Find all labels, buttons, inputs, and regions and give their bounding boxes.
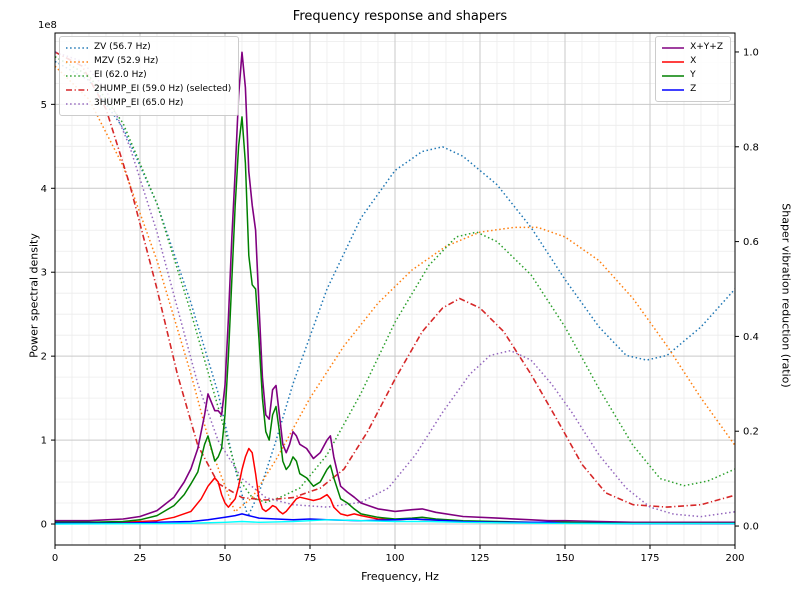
right-axis-label: Shaper vibration reduction (ratio) bbox=[779, 203, 793, 388]
x-tick-label: 75 bbox=[304, 553, 317, 564]
chart-title: Frequency response and shapers bbox=[292, 9, 508, 24]
legend-line-sample bbox=[66, 102, 88, 105]
series-zv-56-7-hz- bbox=[54, 60, 736, 518]
legend-line-sample bbox=[66, 75, 88, 77]
x-tick-label: 50 bbox=[219, 553, 232, 564]
y-right-tick-label: 0.4 bbox=[743, 332, 759, 343]
x-tick-label: 0 bbox=[52, 553, 58, 564]
legend-entry-label: X bbox=[690, 55, 697, 66]
left-axis-offset-label: 1e8 bbox=[38, 20, 57, 31]
left-axis-label: Power spectral density bbox=[27, 233, 41, 358]
x-tick-label: 200 bbox=[725, 553, 744, 564]
legend-line-sample bbox=[66, 47, 88, 49]
legend-entry: X bbox=[661, 55, 723, 69]
legend-entry: ZV (56.7 Hz) bbox=[65, 41, 231, 55]
y-left-tick-label: 4 bbox=[41, 184, 47, 195]
legend-entry-label: EI (62.0 Hz) bbox=[94, 69, 147, 80]
x-tick-label: 150 bbox=[555, 553, 574, 564]
legend-entry: 2HUMP_EI (59.0 Hz) (selected) bbox=[65, 83, 231, 97]
series-x+y+z bbox=[55, 51, 735, 524]
legend-entry-label: X+Y+Z bbox=[690, 42, 723, 52]
legend-entry: Z bbox=[661, 83, 723, 97]
legend-line-sample bbox=[662, 47, 685, 49]
y-right-tick-label: 0.2 bbox=[743, 427, 759, 438]
x-tick-label: 175 bbox=[640, 553, 659, 564]
legend-entry: MZV (52.9 Hz) bbox=[65, 55, 231, 69]
legend-line-sample bbox=[662, 61, 685, 63]
y-right-tick-label: 0.0 bbox=[743, 522, 759, 533]
series-y bbox=[55, 116, 735, 524]
legend-axes: X+Y+Z X Y Z bbox=[655, 36, 731, 102]
legend-entry: EI (62.0 Hz) bbox=[65, 69, 231, 83]
legend-line-sample bbox=[66, 88, 88, 91]
y-right-tick-label: 0.6 bbox=[743, 237, 759, 248]
legend-entry-label: ZV (56.7 Hz) bbox=[94, 42, 151, 52]
legend-line-sample bbox=[662, 75, 685, 77]
y-left-tick-label: 5 bbox=[41, 100, 47, 111]
legend-entry-label: Y bbox=[690, 69, 696, 80]
legend-line-sample bbox=[66, 61, 88, 63]
y-left-tick-label: 3 bbox=[41, 268, 47, 279]
legend-entry-label: Z bbox=[690, 83, 697, 94]
legend-line-sample bbox=[662, 88, 685, 91]
series-after-shaper bbox=[54, 519, 735, 525]
y-right-tick-label: 0.8 bbox=[743, 142, 759, 153]
x-tick-label: 100 bbox=[385, 553, 404, 564]
legend-entry-label: 3HUMP_EI (65.0 Hz) bbox=[94, 97, 184, 108]
y-right-tick-label: 1.0 bbox=[743, 47, 759, 58]
x-axis-label: Frequency, Hz bbox=[361, 570, 439, 583]
legend-entry: 3HUMP_EI (65.0 Hz) bbox=[65, 97, 231, 111]
x-tick-label: 25 bbox=[134, 553, 147, 564]
legend-entry-label: 2HUMP_EI (59.0 Hz) (selected) bbox=[94, 83, 232, 94]
legend-entry: Y bbox=[661, 69, 723, 83]
legend-entry: X+Y+Z bbox=[661, 41, 723, 55]
y-left-tick-label: 2 bbox=[41, 352, 47, 363]
x-tick-label: 125 bbox=[470, 553, 489, 564]
y-left-tick-label: 1 bbox=[41, 436, 47, 447]
legend-entry-label: MZV (52.9 Hz) bbox=[94, 55, 159, 66]
y-left-tick-label: 0 bbox=[41, 520, 47, 531]
series-2hump-ei-59-0-hz-selected- bbox=[54, 51, 736, 508]
legend-shapers: ZV (56.7 Hz) MZV (52.9 Hz) EI (62.0 Hz) 2HU… bbox=[59, 36, 240, 116]
